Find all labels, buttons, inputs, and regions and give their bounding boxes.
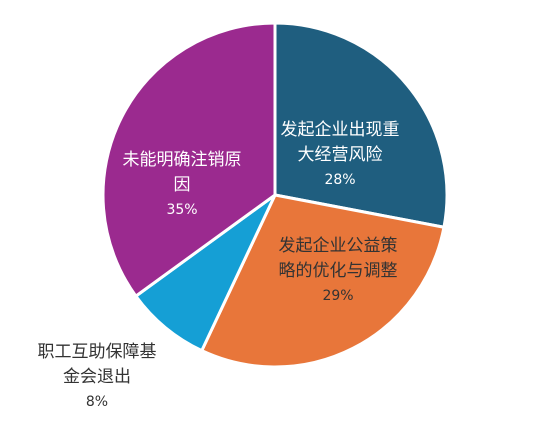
pie-slice [273,21,449,229]
slice-label: 发起企业公益策略的优化与调整 29% [274,234,402,308]
value-label: 35% [166,202,198,218]
slice-label: 发起企业出现重大经营风险 28% [276,118,404,192]
value-label: 29% [322,288,354,304]
category-label: 未能明确注销原因 [122,150,242,195]
value-label: 28% [324,172,356,188]
value-label: 8% [85,394,109,410]
category-label: 发起企业出现重大经营风险 [280,120,400,165]
category-label: 职工互助保障基金会退出 [37,342,157,387]
pie-slice [101,21,277,298]
slice-label: 职工互助保障基金会退出 8% [33,340,161,414]
category-label: 发起企业公益策略的优化与调整 [278,236,398,281]
pie-slice [200,193,446,369]
slice-label: 未能明确注销原因 35% [118,148,246,222]
